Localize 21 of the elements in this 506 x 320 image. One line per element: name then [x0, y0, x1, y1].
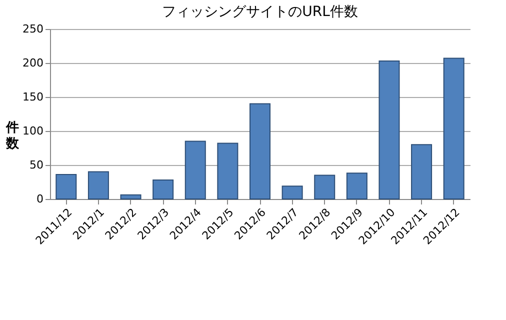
bar [378, 60, 400, 200]
bar [217, 142, 238, 200]
y-tick-label: 50 [30, 158, 44, 172]
y-tick-label: 150 [22, 90, 44, 104]
y-tick-label: 100 [22, 124, 44, 138]
y-axis-title: 件数 [5, 120, 20, 152]
bar [314, 174, 336, 200]
y-tick-label: 250 [22, 22, 44, 36]
bar [443, 58, 464, 200]
bar [184, 140, 206, 200]
bar [411, 144, 432, 200]
bar [152, 179, 174, 200]
chart-title: フィッシングサイトのURL件数 [162, 4, 358, 20]
bar [88, 171, 109, 200]
bar [346, 172, 368, 200]
bar [282, 186, 303, 200]
bar [120, 194, 142, 200]
bar [56, 174, 77, 200]
y-tick-label: 200 [22, 56, 44, 70]
bar [250, 103, 270, 200]
y-tick-label: 0 [36, 192, 44, 206]
